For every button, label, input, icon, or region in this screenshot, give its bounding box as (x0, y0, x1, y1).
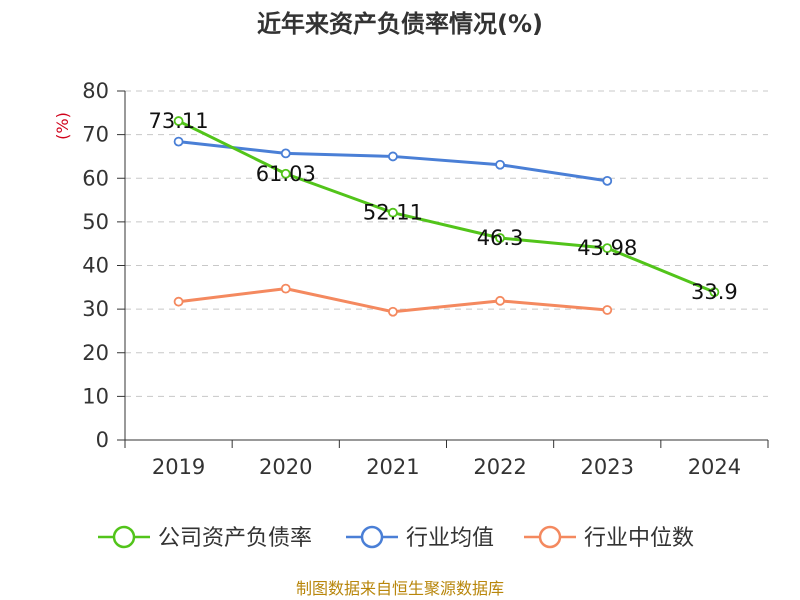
data-point (173, 296, 184, 307)
data-point (495, 233, 505, 243)
y-tick-label: 40 (82, 254, 109, 278)
data-label: 46.3 (477, 226, 524, 250)
data-point (495, 295, 505, 306)
data-point (280, 168, 291, 179)
y-tick-label: 0 (96, 428, 109, 452)
x-tick-label: 2019 (152, 455, 205, 479)
y-axis-tick-labels: 0 10 20 30 40 50 60 70 80 (82, 79, 109, 452)
x-axis-tick-labels: 2019 2020 2021 2022 2023 2024 (152, 455, 741, 479)
grid-lines (125, 90, 768, 397)
legend-item: 行业中位数 (524, 525, 694, 551)
data-label: 61.03 (256, 162, 316, 186)
legend-swatch-marker (538, 525, 562, 549)
data-label: 52.11 (363, 201, 423, 225)
legend-item: 公司资产负债率 (98, 525, 312, 551)
data-point (388, 306, 398, 317)
x-tick-label: 2022 (473, 455, 526, 479)
chart-title: 近年来资产负债率情况(%) (257, 10, 543, 38)
legend: 公司资产负债率 行业均值 行业中位数 (98, 525, 694, 551)
y-tick-label: 10 (82, 384, 109, 408)
x-tick-label: 2020 (259, 455, 312, 479)
source-note: 制图数据来自恒生聚源数据库 (296, 579, 504, 598)
data-labels: 73.11 61.03 52.11 46.3 43.98 33.9 (149, 109, 738, 304)
data-label: 33.9 (691, 280, 738, 304)
legend-item: 行业均值 (346, 525, 494, 551)
y-tick-label: 80 (82, 79, 109, 103)
legend-label: 行业均值 (406, 526, 494, 551)
x-tick-label: 2023 (581, 455, 634, 479)
data-point (602, 175, 613, 186)
y-tick-label: 30 (82, 297, 109, 321)
series-行业均值 (173, 136, 613, 186)
y-tick-label: 20 (82, 341, 109, 365)
data-point (388, 151, 398, 162)
data-label: 73.11 (149, 109, 209, 133)
y-tick-label: 50 (82, 210, 109, 234)
data-point (173, 136, 184, 147)
data-point (709, 287, 720, 298)
series-公司资产负债率 (173, 116, 720, 298)
y-tick-label: 60 (82, 166, 109, 190)
series-line (177, 119, 715, 294)
data-point (173, 116, 184, 126)
y-axis-unit-label: (%) (53, 112, 72, 140)
data-point (602, 305, 613, 315)
series-行业中位数 (173, 283, 613, 317)
x-tick-label: 2024 (688, 455, 741, 479)
legend-swatch-marker (360, 525, 384, 549)
data-point (602, 243, 613, 254)
legend-label: 行业中位数 (584, 526, 694, 551)
series-lines (173, 116, 720, 317)
data-point (280, 283, 291, 294)
data-point (495, 159, 505, 170)
x-tick-label: 2021 (366, 455, 419, 479)
legend-swatch-marker (112, 525, 136, 549)
y-tick-label: 70 (82, 123, 109, 147)
data-point (280, 148, 291, 159)
legend-label: 公司资产负债率 (158, 526, 312, 551)
data-label: 43.98 (577, 236, 637, 260)
axes (117, 90, 769, 448)
data-point (388, 207, 398, 218)
